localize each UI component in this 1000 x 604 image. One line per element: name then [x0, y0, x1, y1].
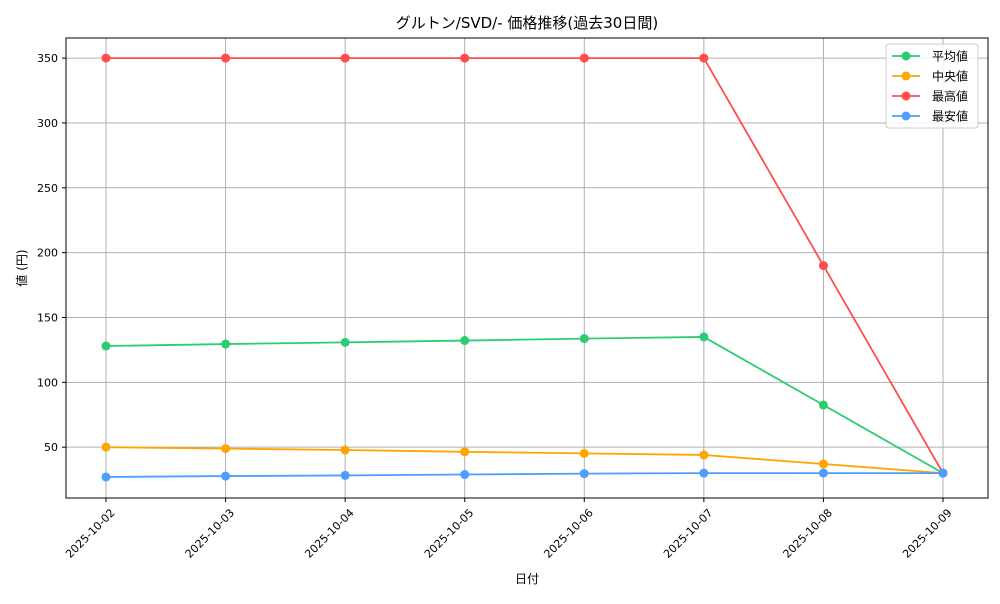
axes: 2025-10-02 2025-10-03 2025-10-04 2025-10-05… — [37, 52, 955, 561]
data-point — [579, 448, 589, 458]
data-point — [699, 332, 709, 342]
data-point — [699, 450, 709, 460]
data-point — [340, 337, 350, 347]
x-tick-label: 2025-10-08 — [781, 506, 835, 560]
data-point — [340, 470, 350, 480]
data-point — [699, 468, 709, 478]
data-point — [221, 53, 231, 63]
legend-marker — [901, 71, 911, 81]
x-tick-label: 2025-10-03 — [183, 506, 237, 560]
y-tick-label: 100 — [37, 376, 58, 389]
y-axis-label: 値 (円) — [14, 249, 29, 286]
y-tick-label: 150 — [37, 311, 58, 324]
data-point — [340, 445, 350, 455]
x-tick-label: 2025-10-04 — [302, 506, 356, 560]
data-point — [818, 468, 828, 478]
chart-title: グルトン/SVD/- 価格推移(過去30日間) — [396, 14, 658, 32]
data-point — [460, 470, 470, 480]
y-tick-label: 300 — [37, 117, 58, 130]
x-tick-label: 2025-10-07 — [661, 506, 715, 560]
data-point — [101, 472, 111, 482]
legend-marker — [901, 51, 911, 61]
series-group — [101, 53, 948, 482]
x-tick-label: 2025-10-06 — [541, 506, 595, 560]
y-tick-label: 200 — [37, 247, 58, 260]
data-point — [101, 53, 111, 63]
legend-label: 平均値 — [932, 49, 968, 64]
legend-label: 最安値 — [932, 109, 968, 124]
y-tick-label: 50 — [44, 441, 58, 454]
data-point — [221, 339, 231, 349]
y-tick-label: 250 — [37, 182, 58, 195]
data-point — [938, 468, 948, 478]
legend-label: 中央値 — [932, 69, 968, 84]
x-tick-label: 2025-10-05 — [422, 506, 476, 560]
legend-marker — [901, 91, 911, 101]
legend-marker — [901, 111, 911, 121]
x-tick-label: 2025-10-09 — [900, 506, 954, 560]
data-point — [579, 334, 589, 344]
data-point — [579, 469, 589, 479]
x-tick-label: 2025-10-02 — [63, 506, 117, 560]
data-point — [699, 53, 709, 63]
data-point — [101, 341, 111, 351]
legend-box — [885, 43, 979, 129]
plot-frame — [65, 37, 989, 499]
data-point — [460, 336, 470, 346]
data-point — [818, 261, 828, 271]
legend-label: 最高値 — [932, 89, 968, 104]
data-point — [579, 53, 589, 63]
data-point — [460, 447, 470, 457]
data-point — [221, 471, 231, 481]
x-axis-label: 日付 — [515, 572, 539, 586]
series-line — [105, 336, 944, 474]
data-point — [101, 442, 111, 452]
data-point — [340, 53, 350, 63]
data-point — [818, 400, 828, 410]
series-line — [105, 472, 943, 478]
data-point — [221, 444, 231, 454]
data-point — [818, 459, 828, 469]
y-tick-label: 350 — [37, 52, 58, 65]
grid — [66, 38, 988, 498]
series-line — [105, 446, 944, 474]
series-line — [106, 57, 944, 474]
data-point — [460, 53, 470, 63]
